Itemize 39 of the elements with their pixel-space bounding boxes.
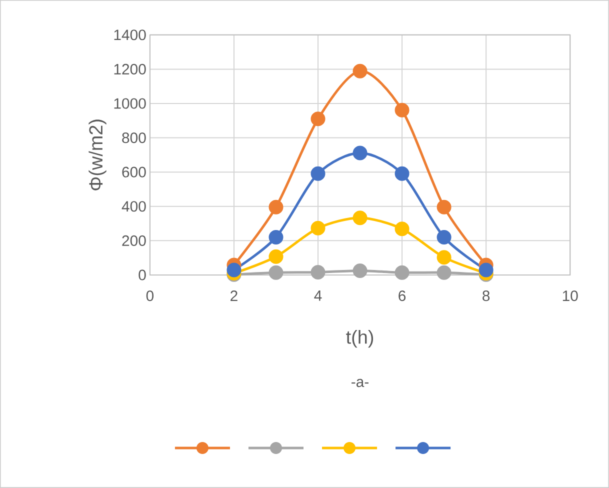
point xyxy=(352,263,368,278)
point xyxy=(352,146,368,160)
x-tick-label: 10 xyxy=(562,290,578,302)
point xyxy=(394,166,410,181)
y-tick-label: 800 xyxy=(122,132,146,144)
point xyxy=(310,265,326,280)
point xyxy=(394,265,410,280)
point xyxy=(352,210,368,226)
point xyxy=(268,265,284,280)
y-tick-label: 400 xyxy=(122,201,146,212)
text: -a- xyxy=(352,378,368,388)
point xyxy=(436,250,452,265)
point xyxy=(394,102,410,118)
point xyxy=(310,166,326,181)
y-tick-label: 200 xyxy=(122,235,146,246)
point xyxy=(226,262,242,278)
point xyxy=(268,230,284,245)
x-tick-label: 0 xyxy=(146,290,154,302)
x-axis-title: t(h) xyxy=(346,330,374,348)
point xyxy=(436,230,452,245)
point xyxy=(352,64,368,78)
x-tick-label: 2 xyxy=(230,290,238,301)
y-tick-label: 1000 xyxy=(114,98,146,109)
point xyxy=(478,262,494,278)
point xyxy=(310,112,326,126)
y-tick-label: 1400 xyxy=(114,30,146,40)
y-tick-label: 600 xyxy=(122,166,146,178)
x-tick-label: 8 xyxy=(482,290,490,302)
x-tick-label: 6 xyxy=(398,290,406,302)
point xyxy=(436,265,452,280)
point xyxy=(436,200,452,214)
point xyxy=(268,200,284,214)
point xyxy=(394,222,410,236)
y-tick-label: 1200 xyxy=(114,64,146,74)
point xyxy=(268,249,284,264)
x-tick-label: 4 xyxy=(314,290,322,301)
y-axis-title: Φ(w/m2) xyxy=(88,120,106,190)
y-tick-label: 0 xyxy=(138,270,146,280)
point xyxy=(310,220,326,236)
